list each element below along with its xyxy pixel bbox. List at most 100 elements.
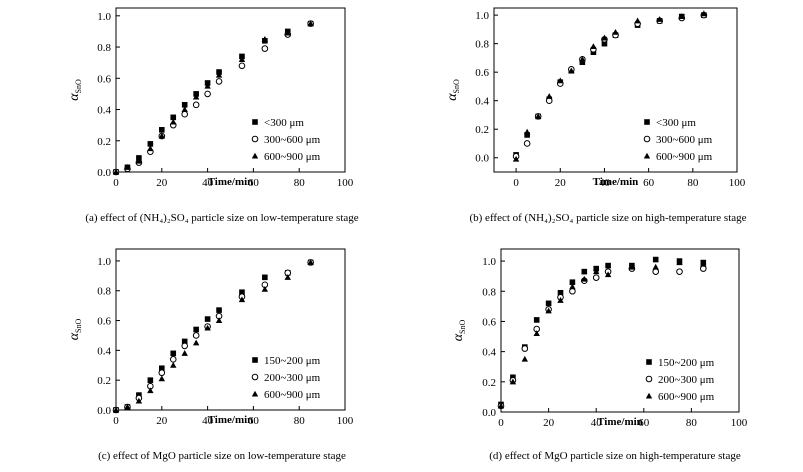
data-point [497,402,505,409]
legend-marker [252,119,258,125]
data-point [284,29,291,36]
x-tick-label: 100 [337,415,354,427]
y-tick-label: 0.8 [482,286,496,298]
legend-marker [644,119,650,125]
data-point [170,114,177,121]
y-tick-label: 1.0 [482,256,496,268]
data-point [261,35,269,42]
data-point [700,10,708,17]
data-point [568,67,575,74]
series-3 [497,259,707,409]
panel-caption: (d) effect of MgO particle size on high-… [489,450,741,462]
data-point [652,268,660,275]
data-point [521,355,528,362]
x-tick-label: 40 [202,177,214,189]
data-point [216,307,222,313]
x-tick-label: 60 [638,417,650,429]
y-tick-label: 0.6 [97,316,111,328]
data-point [557,289,564,296]
legend-marker [251,390,259,397]
data-point [546,93,553,99]
legend-label: 200~300 μm [658,374,715,386]
data-point [700,260,707,267]
y-tick-label: 0.8 [97,286,111,298]
y-axis-label: αSnO [67,318,83,340]
y-tick-label: 0.4 [482,347,496,359]
data-point [581,268,588,275]
x-axis-label: Time/min [597,416,643,428]
data-point [569,283,576,290]
legend-marker [646,359,652,365]
x-tick-label: 80 [294,415,306,427]
data-point [262,274,268,281]
x-axis-label: Time/min [208,414,254,426]
series-3 [112,20,314,175]
y-tick-label: 0.6 [97,73,111,85]
x-tick-label: 100 [731,417,748,429]
data-point [307,259,314,265]
data-point [204,316,211,322]
y-tick-label: 0.2 [97,136,111,148]
x-axis-label: Time/min [593,176,639,188]
legend-marker [252,357,258,363]
data-point [509,378,517,385]
y-tick-label: 0.0 [97,167,111,179]
legend-label: 600~900 μm [264,389,321,401]
y-tick-label: 0.4 [97,105,111,117]
panel-caption: (c) effect of MgO particle size on low-t… [98,450,346,462]
data-point [204,90,211,98]
data-point [569,287,576,295]
plot-frame [493,7,738,173]
panel-caption: (b) effect of (NH₄)₂SO₄ particle size on… [469,212,746,224]
x-tick-label: 20 [156,177,168,189]
data-point [135,157,143,164]
y-axis-label: αSnO [445,79,461,101]
data-point [652,263,659,270]
data-point [579,56,586,62]
legend-marker [645,392,653,399]
legend-label: 600~900 μm [656,151,713,163]
x-axis-label: Time/min [208,176,254,188]
legend-label: 200~300 μm [264,372,321,384]
data-point [192,101,200,109]
data-point [581,275,588,282]
data-point [158,369,166,377]
x-tick-label: 40 [599,177,611,189]
legend-label: 600~900 μm [658,391,715,403]
x-tick-label: 100 [729,177,746,189]
data-point [656,16,663,22]
legend-marker [643,152,651,159]
x-tick-label: 80 [294,177,306,189]
x-tick-label: 0 [113,177,119,189]
data-point [652,256,659,263]
legend-label: <300 μm [264,117,304,129]
plot-frame [500,248,740,413]
y-tick-label: 0.8 [97,42,111,54]
data-point [215,71,223,78]
legend-marker [251,152,259,159]
data-point [523,128,531,135]
data-point [612,28,619,35]
data-point [159,127,165,133]
data-point [634,17,641,24]
legend: <300 μm 300~600 μm 600~900 μm [251,117,321,163]
data-point [590,43,597,50]
x-tick-label: 0 [513,177,519,189]
series-3 [112,259,314,413]
legend-label: 300~600 μm [656,134,713,146]
x-tick-label: 60 [643,177,655,189]
x-tick-label: 20 [156,415,168,427]
x-tick-label: 40 [202,415,214,427]
data-point [192,332,200,339]
y-tick-label: 1.0 [97,11,111,23]
data-point [523,140,531,147]
y-tick-label: 0.4 [475,96,489,108]
data-point [545,307,552,314]
data-point [592,274,600,281]
y-tick-label: 0.2 [97,375,111,387]
data-point [238,56,246,63]
data-point [524,132,530,138]
x-tick-label: 20 [555,177,567,189]
data-point [545,300,552,307]
data-point [261,45,269,52]
